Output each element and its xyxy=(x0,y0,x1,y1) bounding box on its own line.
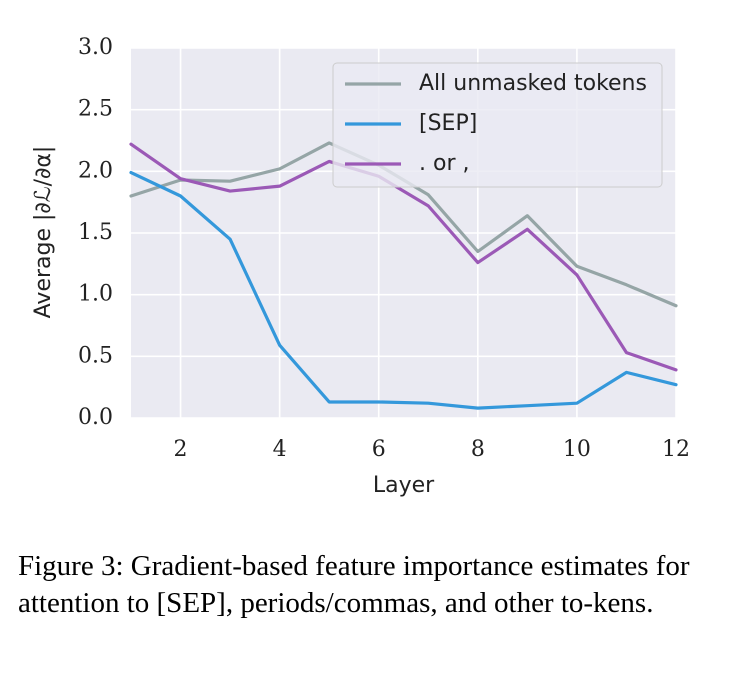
y-tick-label: 1.0 xyxy=(78,282,113,307)
x-tick-label: 10 xyxy=(563,437,591,462)
legend-label: . or , xyxy=(419,151,469,176)
legend: All unmasked tokens [SEP] . or , xyxy=(332,62,663,188)
grid xyxy=(131,47,677,419)
y-tick-label: 1.5 xyxy=(78,220,113,245)
y-axis-label: Average |∂ℒ/∂α| xyxy=(31,146,56,319)
x-tick-label: 6 xyxy=(372,437,386,462)
x-tick-label: 4 xyxy=(273,437,287,462)
legend-label: All unmasked tokens xyxy=(419,71,647,96)
series-line-2 xyxy=(129,170,678,410)
series-line-3 xyxy=(129,142,678,372)
x-tick-label: 8 xyxy=(471,437,485,462)
y-tick-label: 2.0 xyxy=(78,158,113,183)
legend-label: [SEP] xyxy=(419,111,477,136)
y-axis-label-text: Average |∂ℒ/∂α| xyxy=(31,146,56,319)
x-tick-label: 2 xyxy=(174,437,188,462)
legend-box xyxy=(332,62,663,188)
y-tick-label: 0.0 xyxy=(78,405,113,430)
x-tick-label: 12 xyxy=(662,437,690,462)
y-tick-label: 0.5 xyxy=(78,343,113,368)
y-tick-label: 3.0 xyxy=(78,35,113,60)
figure-caption: Figure 3: Gradient-based feature importa… xyxy=(18,550,690,619)
y-tick-labels: 0.0 0.5 1.0 1.5 2.0 2.5 3.0 xyxy=(78,35,113,430)
y-tick-label: 2.5 xyxy=(78,97,113,122)
x-tick-labels: 2 4 6 8 10 12 xyxy=(174,437,690,462)
x-axis-label: Layer xyxy=(373,473,435,498)
